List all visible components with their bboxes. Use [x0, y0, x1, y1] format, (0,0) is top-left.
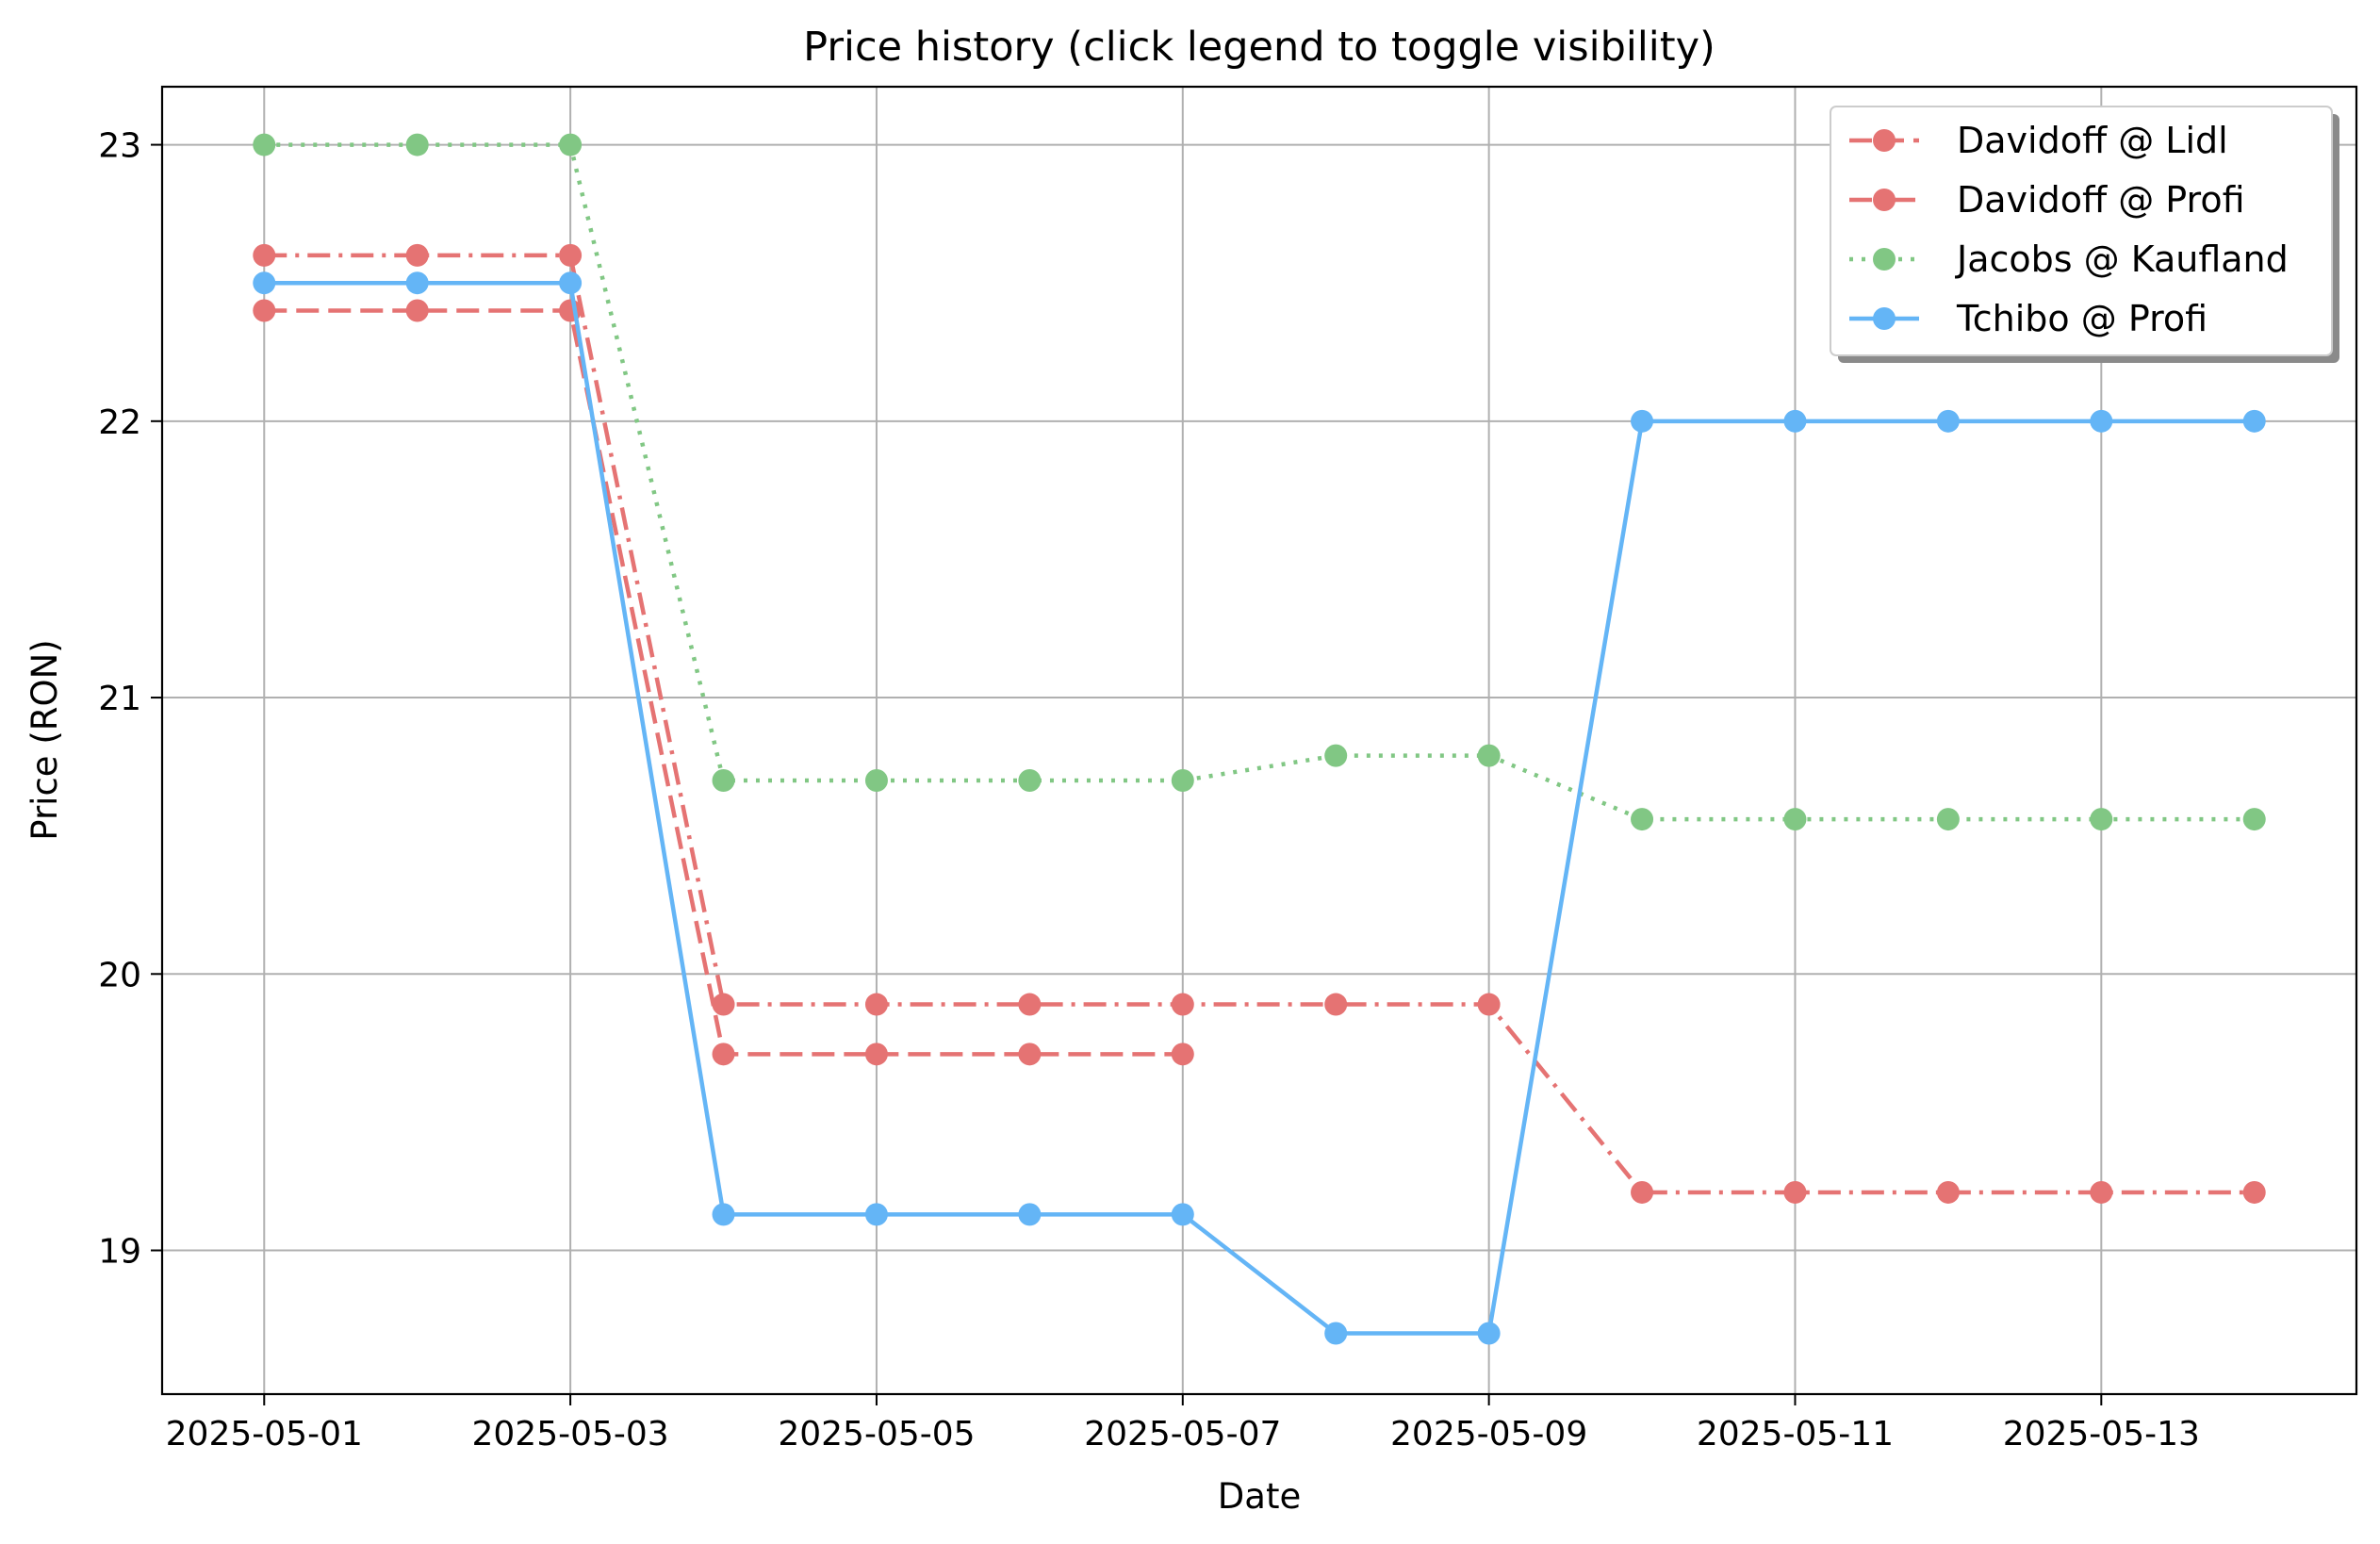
plot-frame: [160, 85, 2358, 1396]
x-axis-label: Date: [1218, 1476, 1301, 1517]
data-point: [1783, 409, 1807, 433]
x-tick-label: 2025-05-09: [1390, 1415, 1587, 1454]
legend-label: Davidoff @ Lidl: [1957, 120, 2228, 161]
data-point: [1936, 808, 1960, 831]
legend-label: Tchibo @ Profi: [1956, 298, 2208, 339]
legend-item-0[interactable]: Davidoff @ Lidl: [1849, 120, 2228, 161]
data-point: [559, 133, 583, 156]
data-point: [405, 299, 429, 322]
data-point: [864, 1203, 888, 1226]
data-point: [1171, 993, 1194, 1016]
data-point: [1477, 993, 1501, 1016]
data-point: [1018, 769, 1042, 793]
data-point: [1936, 1180, 1960, 1204]
legend-item-1[interactable]: Davidoff @ Profi: [1849, 179, 2245, 221]
x-tick-label: 2025-05-13: [2003, 1415, 2200, 1454]
data-point: [1631, 409, 1654, 433]
data-point: [1018, 1203, 1042, 1226]
data-point: [253, 299, 276, 322]
data-point: [405, 133, 429, 156]
data-point: [1631, 1180, 1654, 1204]
data-point: [253, 243, 276, 267]
data-point: [1171, 1203, 1194, 1226]
series-3: [253, 271, 2266, 1345]
data-point: [2090, 1180, 2113, 1204]
data-point: [1783, 1180, 1807, 1204]
series-line: [264, 280, 2255, 1336]
data-point: [1631, 808, 1654, 831]
data-point: [2242, 1180, 2266, 1204]
data-point: [864, 769, 888, 793]
data-point: [2242, 808, 2266, 831]
data-point: [253, 133, 276, 156]
data-point: [2090, 808, 2113, 831]
legend-marker: [1873, 248, 1896, 271]
chart-title: Price history (click legend to toggle vi…: [803, 24, 1715, 71]
data-point: [405, 243, 429, 267]
data-point: [559, 243, 583, 267]
data-point: [712, 1043, 735, 1066]
data-point: [1171, 1043, 1194, 1066]
series-2: [253, 133, 2266, 831]
data-point: [1477, 1322, 1501, 1345]
legend-marker: [1873, 129, 1896, 152]
data-point: [864, 1043, 888, 1066]
data-point: [1171, 769, 1194, 793]
y-tick-label: 23: [98, 127, 141, 166]
legend: Davidoff @ Lidl Davidoff @ Profi Jacobs @ …: [1830, 106, 2339, 363]
x-tick-label: 2025-05-07: [1084, 1415, 1281, 1454]
legend-marker: [1873, 189, 1896, 211]
series-line: [264, 253, 2255, 1195]
data-point: [1936, 409, 1960, 433]
legend-entries: Davidoff @ Lidl Davidoff @ Profi Jacobs @ …: [1849, 120, 2289, 339]
axis-ticks: 2025-05-01 2025-05-03 2025-05-05 2025-05-07…: [98, 127, 2200, 1454]
data-point: [1324, 993, 1348, 1016]
series-1: [253, 243, 2266, 1204]
data-point: [405, 271, 429, 295]
data-point: [712, 769, 735, 793]
y-tick-label: 19: [98, 1233, 141, 1272]
data-point: [712, 1203, 735, 1226]
data-point: [2242, 409, 2266, 433]
y-tick-label: 21: [98, 680, 141, 718]
legend-label: Davidoff @ Profi: [1957, 179, 2245, 221]
legend-item-3[interactable]: Tchibo @ Profi: [1849, 298, 2208, 339]
data-point: [1324, 744, 1348, 767]
y-axis-label: Price (RON): [25, 639, 65, 840]
data-point: [1018, 993, 1042, 1016]
y-tick-label: 20: [98, 956, 141, 994]
data-point: [2090, 409, 2113, 433]
series-layer: [253, 133, 2266, 1345]
data-point: [1018, 1043, 1042, 1066]
series-line: [264, 142, 2255, 822]
x-tick-label: 2025-05-03: [472, 1415, 669, 1454]
data-point: [1324, 1322, 1348, 1345]
legend-box: [1830, 106, 2333, 356]
data-point: [864, 993, 888, 1016]
legend-item-2[interactable]: Jacobs @ Kaufland: [1849, 238, 2289, 280]
data-point: [1783, 808, 1807, 831]
data-point: [559, 271, 583, 295]
y-tick-label: 22: [98, 403, 141, 442]
legend-label: Jacobs @ Kaufland: [1955, 238, 2289, 280]
x-tick-label: 2025-05-01: [166, 1415, 363, 1454]
data-point: [253, 271, 276, 295]
x-tick-label: 2025-05-11: [1697, 1415, 1894, 1454]
legend-marker: [1873, 307, 1896, 330]
data-point: [1477, 744, 1501, 767]
data-point: [712, 993, 735, 1016]
x-tick-label: 2025-05-05: [778, 1415, 975, 1454]
